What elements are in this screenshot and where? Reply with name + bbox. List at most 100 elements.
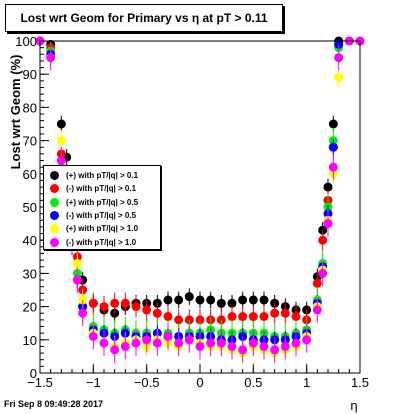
data-point [318, 268, 328, 278]
data-point [195, 341, 205, 351]
legend-marker [50, 184, 59, 194]
data-point [120, 298, 130, 308]
data-point [88, 331, 98, 341]
data-point [174, 295, 184, 305]
y-tick-label: 30 [23, 266, 37, 281]
data-point [312, 305, 322, 315]
data-point [238, 331, 248, 341]
y-tick-label: 20 [23, 300, 37, 315]
y-tick-label: 50 [23, 200, 37, 215]
data-point [184, 335, 194, 345]
data-point [206, 338, 216, 348]
data-point [259, 295, 269, 305]
data-point [184, 315, 194, 325]
data-point [248, 338, 258, 348]
data-point [99, 338, 109, 348]
legend-entry: (+) with pT/|q| > 0.5 [44, 196, 162, 209]
legend-marker [50, 224, 59, 234]
data-point [195, 295, 205, 305]
legend-entry: (-) with pT/|q| > 0.5 [44, 209, 162, 222]
data-point [56, 136, 66, 146]
data-point [291, 338, 301, 348]
data-point [248, 312, 258, 322]
data-point [195, 315, 205, 325]
data-point [163, 312, 173, 322]
data-point [78, 295, 88, 305]
legend-entry: (+) with pT/|q| > 1.0 [44, 222, 162, 235]
legend-marker [50, 210, 59, 220]
legend-label: (+) with pT/|q| > 0.5 [66, 197, 139, 207]
data-point [120, 341, 130, 351]
data-point [152, 308, 162, 318]
data-point [72, 275, 82, 285]
data-point [216, 298, 226, 308]
data-point [259, 341, 269, 351]
data-point [131, 338, 141, 348]
data-point [227, 298, 237, 308]
data-point [56, 156, 66, 166]
data-point [318, 235, 328, 245]
chart-title: Lost wrt Geom for Primary vs η at pT > 0… [5, 4, 283, 32]
data-point [312, 278, 322, 288]
data-point [227, 312, 237, 322]
data-point [131, 302, 141, 312]
data-point [259, 312, 269, 322]
data-point [184, 292, 194, 302]
y-tick-label: 70 [23, 134, 37, 149]
data-point [270, 308, 280, 318]
data-point [142, 335, 152, 345]
legend-label: (-) with pT/|q| > 0.1 [66, 184, 137, 194]
data-point [46, 53, 56, 63]
x-tick-label: 0.5 [244, 375, 262, 390]
data-point [323, 182, 333, 192]
y-tick-label: 80 [23, 100, 37, 115]
x-tick-label: 1 [303, 375, 310, 390]
data-point [142, 305, 152, 315]
data-point [216, 315, 226, 325]
y-axis-label: Lost wrt Geom (%) [8, 55, 23, 170]
data-point [328, 119, 338, 129]
data-point [152, 338, 162, 348]
legend-marker [50, 197, 59, 207]
y-tick-label: 10 [23, 333, 37, 348]
timestamp-footer: Fri Sep 8 09:49:28 2017 [4, 399, 104, 409]
data-points [35, 36, 365, 364]
data-point [56, 119, 66, 129]
data-point [334, 39, 344, 49]
data-point [323, 219, 333, 229]
data-point [238, 312, 248, 322]
data-point [227, 341, 237, 351]
x-axis-label: η [350, 398, 357, 413]
data-point [238, 345, 248, 355]
legend-marker [50, 237, 59, 247]
x-tick-label: −1 [86, 375, 101, 390]
legend-label: (-) with pT/|q| > 1.0 [66, 237, 137, 247]
data-point [110, 298, 120, 308]
legend: (+) with pT/|q| > 0.1 (-) with pT/|q| > 0… [43, 165, 161, 250]
data-point [88, 298, 98, 308]
x-tick-label: −1.5 [27, 375, 53, 390]
data-point [163, 331, 173, 341]
y-tick-label: 100 [15, 34, 37, 49]
data-point [174, 338, 184, 348]
data-point [280, 308, 290, 318]
data-point [291, 312, 301, 322]
axes: −1.5 −1 −0.5 0 0.5 1 1.5 0 10 20 30 40 50 60 70 80 90 100 [15, 34, 369, 390]
y-tick-label: 0 [30, 366, 37, 381]
legend-label: (-) with pT/|q| > 0.5 [66, 210, 137, 220]
data-point [72, 258, 82, 268]
data-point [163, 295, 173, 305]
legend-entry: (+) with pT/|q| > 0.1 [44, 169, 162, 182]
legend-entry: (-) with pT/|q| > 0.1 [44, 182, 162, 195]
x-tick-label: −0.5 [134, 375, 160, 390]
data-point [99, 302, 109, 312]
data-point [248, 295, 258, 305]
data-point [328, 162, 338, 172]
y-tick-label: 90 [23, 67, 37, 82]
legend-label: (+) with pT/|q| > 0.1 [66, 171, 139, 180]
y-tick-label: 40 [23, 233, 37, 248]
data-point [328, 142, 338, 152]
data-point [270, 345, 280, 355]
data-point [334, 53, 344, 63]
